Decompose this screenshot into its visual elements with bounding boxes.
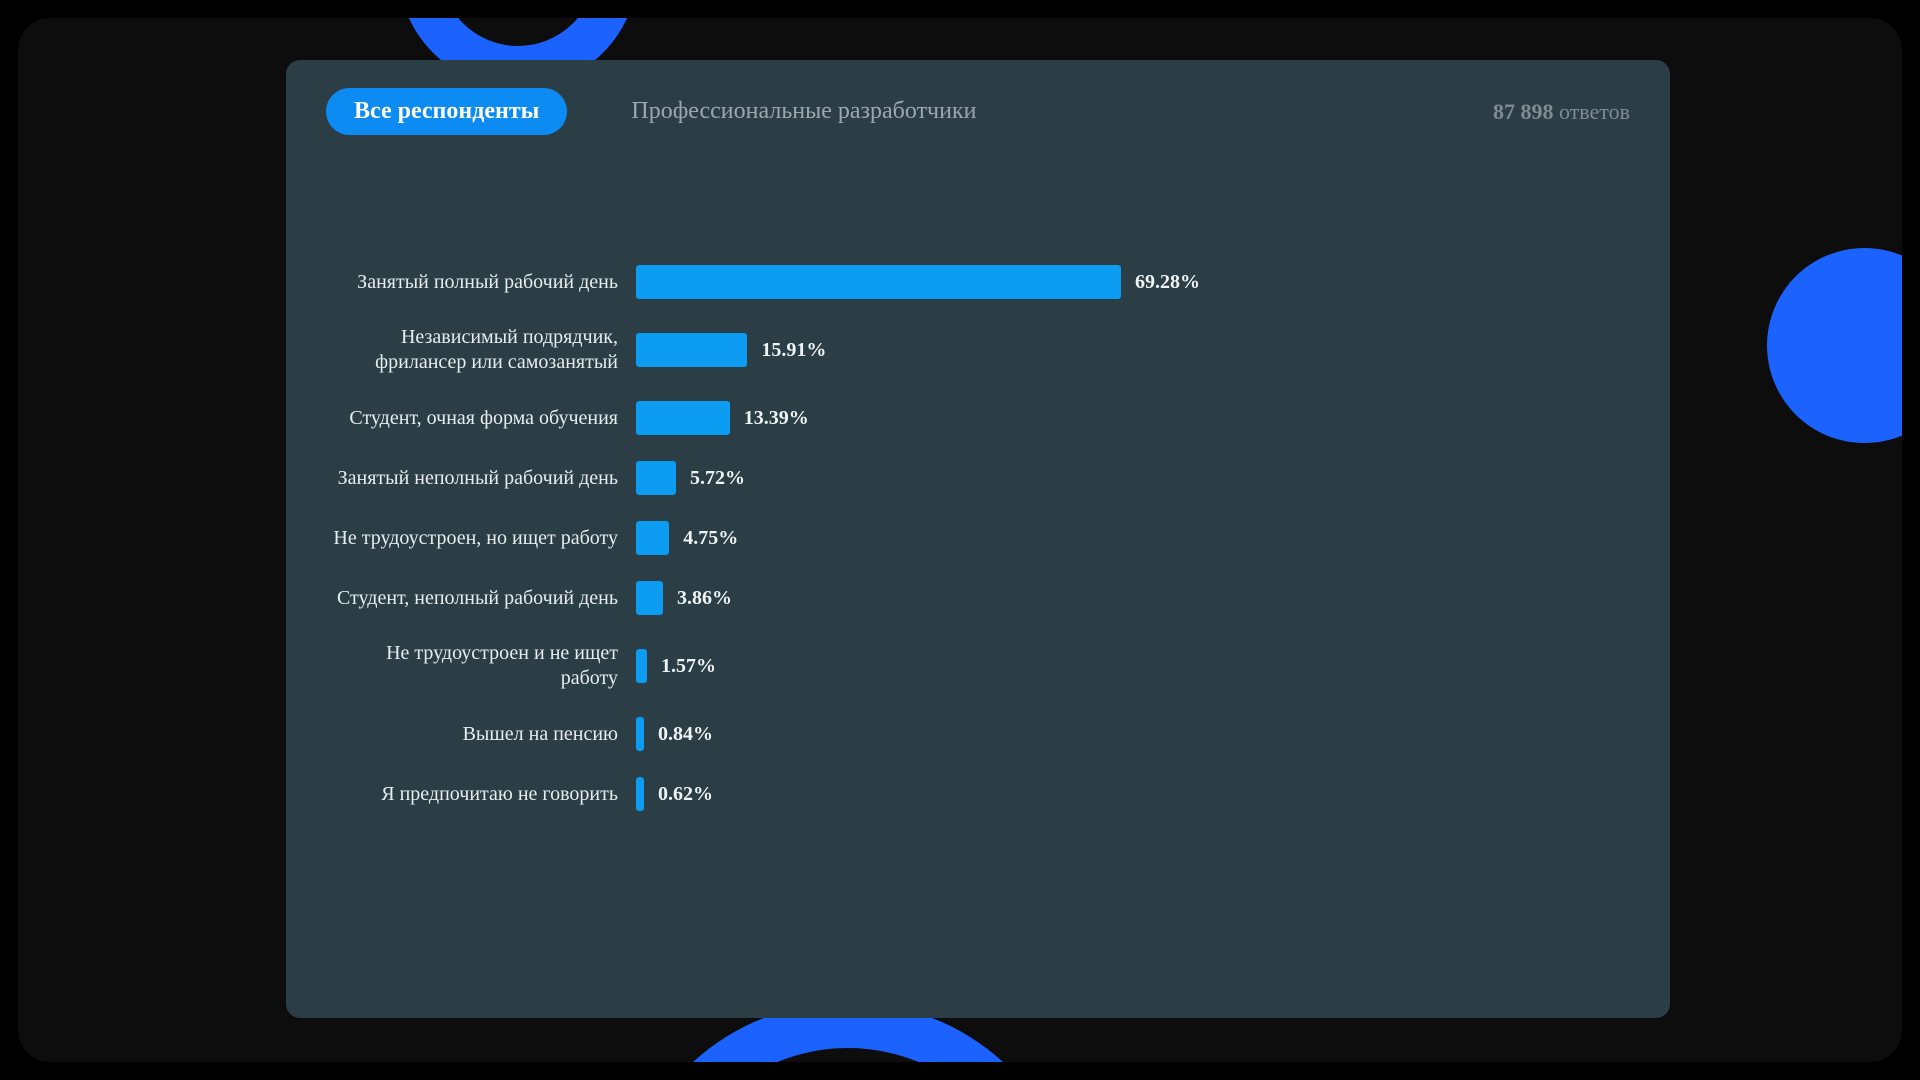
chart-row: Не трудоустроен, но ищет работу 4.75% [326,521,1590,555]
chart-row-label: Студент, очная форма обучения [326,406,636,431]
chart-row-label: Не трудоустроен и не ищет работу [326,641,636,691]
chart-row: Не трудоустроен и не ищет работу 1.57% [326,641,1590,691]
chart-bar [636,265,1121,299]
chart-row-label: Не трудоустроен, но ищет работу [326,526,636,551]
chart-bar [636,461,676,495]
chart-row-value: 3.86% [677,587,732,610]
chart-row-value: 0.84% [658,723,713,746]
chart-bar [636,649,647,683]
chart-bar-track [636,649,647,683]
chart-bar-track [636,777,644,811]
chart-bar-track [636,521,669,555]
chart-bar [636,581,663,615]
chart-row: Независимый подрядчик, фрилансер или сам… [326,325,1590,375]
chart-bar-track [636,717,644,751]
chart-row-value: 5.72% [690,467,745,490]
chart-row-value: 69.28% [1135,271,1200,294]
decorative-circle-right [1767,248,1902,443]
chart-row-label: Я предпочитаю не говорить [326,782,636,807]
chart-bar-track [636,333,747,367]
tab-professional-devs[interactable]: Профессиональные разработчики [603,88,1004,135]
chart-bar-track [636,461,676,495]
chart-bar [636,401,730,435]
survey-card: Все респонденты Профессиональные разрабо… [286,60,1670,1018]
responses-number: 87 898 [1493,99,1554,124]
chart-row-label: Студент, неполный рабочий день [326,586,636,611]
chart-bar-track [636,265,1121,299]
chart-row-value: 4.75% [683,527,738,550]
chart-row-value: 1.57% [661,655,716,678]
chart-bar [636,521,669,555]
chart-row-label: Занятый неполный рабочий день [326,466,636,491]
outer-panel: Все респонденты Профессиональные разрабо… [18,18,1902,1062]
chart-row-value: 15.91% [761,339,826,362]
chart-row: Студент, неполный рабочий день 3.86% [326,581,1590,615]
chart-row: Я предпочитаю не говорить 0.62% [326,777,1590,811]
chart-row: Занятый полный рабочий день 69.28% [326,265,1590,299]
chart-bar-track [636,401,730,435]
tab-all-respondents[interactable]: Все респонденты [326,88,567,135]
chart-row-label: Занятый полный рабочий день [326,270,636,295]
employment-bar-chart: Занятый полный рабочий день 69.28% Независ… [326,265,1630,811]
chart-row-value: 13.39% [744,407,809,430]
chart-bar [636,717,644,751]
chart-row: Вышел на пенсию 0.84% [326,717,1590,751]
responses-count: 87 898 ответов [1493,99,1630,125]
chart-row-label: Независимый подрядчик, фрилансер или сам… [326,325,636,375]
chart-bar [636,777,644,811]
chart-row: Студент, очная форма обучения 13.39% [326,401,1590,435]
stage: Все респонденты Профессиональные разрабо… [0,0,1920,1080]
responses-suffix: ответов [1559,99,1630,124]
tabs-row: Все респонденты Профессиональные разрабо… [326,88,1630,135]
chart-bar [636,333,747,367]
chart-row-value: 0.62% [658,783,713,806]
chart-bar-track [636,581,663,615]
chart-row-label: Вышел на пенсию [326,722,636,747]
chart-row: Занятый неполный рабочий день 5.72% [326,461,1590,495]
